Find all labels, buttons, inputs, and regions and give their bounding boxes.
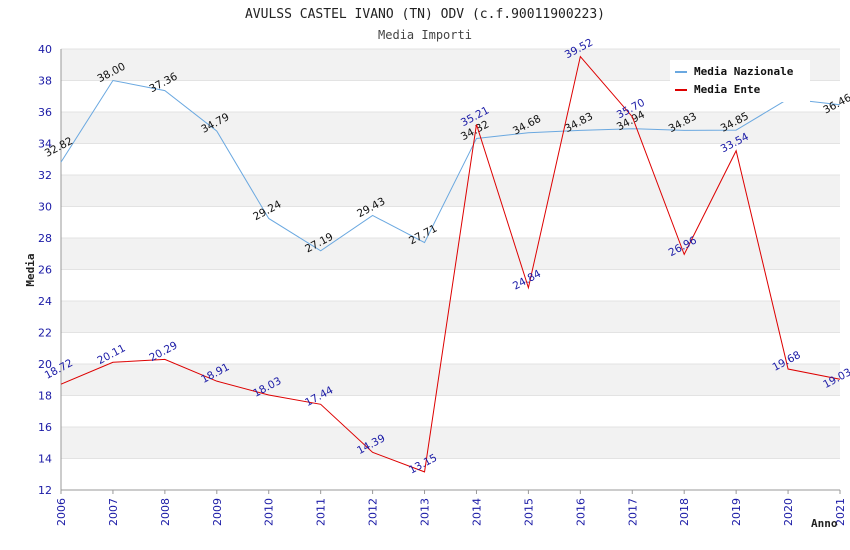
y-tick-label: 30 <box>38 201 52 214</box>
x-tick-label: 2012 <box>367 498 380 526</box>
y-tick-label: 32 <box>38 169 52 182</box>
x-tick-label: 2020 <box>782 498 795 526</box>
x-tick-label: 2007 <box>107 498 120 526</box>
x-tick-label: 2018 <box>678 498 691 526</box>
y-tick-label: 28 <box>38 232 52 245</box>
legend-box <box>670 60 810 102</box>
grid-band <box>61 112 840 144</box>
y-tick-label: 22 <box>38 327 52 340</box>
x-axis-label: Anno <box>811 517 838 530</box>
x-axis-ticks: 2006 2007 2008 2009 2010 2011 2012 2013 2014 2015… <box>55 490 847 526</box>
y-tick-label: 40 <box>38 43 52 56</box>
chart-subtitle: Media Importi <box>378 28 472 42</box>
y-axis-label: Media <box>24 253 37 286</box>
x-tick-label: 2009 <box>211 498 224 526</box>
grid-band <box>61 364 840 396</box>
data-label: 20.29 <box>147 339 179 364</box>
y-tick-label: 24 <box>38 295 52 308</box>
legend: Media Nazionale Media Ente <box>670 60 810 102</box>
legend-label-nazionale: Media Nazionale <box>694 65 794 78</box>
grid-band <box>61 301 840 333</box>
grid-band <box>61 427 840 459</box>
x-tick-label: 2008 <box>159 498 172 526</box>
chart-title: AVULSS CASTEL IVANO (TN) ODV (c.f.900119… <box>245 7 605 22</box>
y-tick-label: 20 <box>38 358 52 371</box>
x-tick-label: 2015 <box>522 498 535 526</box>
y-tick-label: 36 <box>38 106 52 119</box>
x-tick-label: 2006 <box>55 498 68 526</box>
x-tick-label: 2019 <box>730 498 743 526</box>
x-tick-label: 2014 <box>470 498 483 526</box>
grid-band <box>61 238 840 270</box>
legend-label-ente: Media Ente <box>694 83 761 96</box>
y-tick-label: 18 <box>38 390 52 403</box>
y-tick-label: 16 <box>38 421 52 434</box>
y-axis-ticks: 12 14 16 18 20 22 24 26 28 30 32 34 36 38 40 <box>38 43 52 497</box>
x-tick-label: 2021 <box>834 498 847 526</box>
x-tick-label: 2011 <box>315 498 328 526</box>
series-line-nazionale <box>60 79 841 252</box>
series-line-ente <box>60 55 841 473</box>
grid-bands <box>61 49 840 459</box>
data-label: 24.84 <box>511 268 543 293</box>
x-tick-label: 2013 <box>419 498 432 526</box>
x-tick-label: 2016 <box>574 498 587 526</box>
x-tick-label: 2017 <box>626 498 639 526</box>
y-tick-label: 14 <box>38 453 52 466</box>
y-tick-label: 12 <box>38 484 52 497</box>
x-tick-label: 2010 <box>263 498 276 526</box>
y-tick-label: 34 <box>38 138 52 151</box>
y-tick-label: 38 <box>38 75 52 88</box>
y-tick-label: 26 <box>38 264 52 277</box>
